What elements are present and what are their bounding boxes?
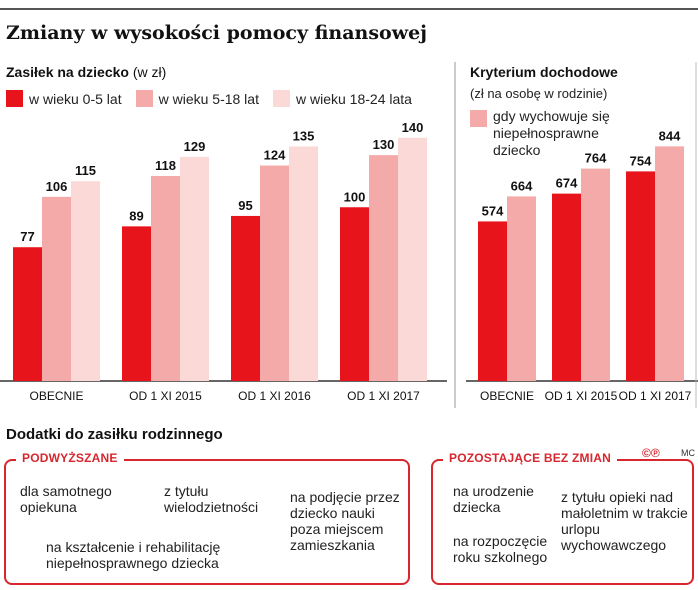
left-category-label-2: OD 1 XI 2016	[238, 389, 311, 403]
right-value-label-2-0: 754	[630, 153, 652, 168]
right-category-label-1: OD 1 XI 2015	[545, 389, 618, 403]
top-divider	[0, 8, 698, 10]
left-bar-0-2	[71, 181, 100, 381]
left-value-label-3-1: 130	[373, 137, 395, 152]
copyright-mark: ©℗	[642, 446, 660, 460]
right-value-label-2-1: 844	[659, 128, 681, 143]
right-category-label-0: OBECNIE	[480, 389, 534, 403]
right-bar-2-0	[626, 171, 655, 381]
left-value-label-2-1: 124	[264, 148, 286, 163]
left-chart-unit: (w zł)	[132, 64, 167, 80]
left-bar-0-0	[13, 247, 42, 381]
right-bar-0-0	[478, 221, 507, 381]
dodatki-title: Dodatki do zasiłku rodzinnego	[6, 426, 223, 443]
left-bar-2-2	[289, 146, 318, 381]
legend-label-disabled-child: gdy wychowuje się niepełnosprawne dzieck…	[493, 108, 610, 158]
left-value-label-2-0: 95	[238, 198, 252, 213]
left-value-label-0-2: 115	[75, 163, 96, 178]
increased-label: PODWYŻSZANE	[16, 451, 124, 465]
item-single-parent: dla samotnego opiekuna	[20, 483, 112, 515]
item-school-start: na rozpoczęcie roku szkolnego	[453, 533, 548, 565]
left-legend: w wieku 0-5 lat w wieku 5-18 lat w wieku…	[6, 90, 412, 107]
left-value-label-1-2: 129	[184, 139, 206, 154]
legend-swatch-pink	[135, 90, 153, 107]
left-bar-1-0	[122, 226, 151, 381]
right-bar-0-1	[507, 196, 536, 381]
right-category-label-2: OD 1 XI 2017	[619, 389, 692, 403]
left-category-label-0: OBECNIE	[29, 389, 83, 403]
right-value-label-0-0: 574	[482, 203, 504, 218]
left-category-label-3: OD 1 XI 2017	[347, 389, 420, 403]
unchanged-label: POZOSTAJĄCE BEZ ZMIAN	[443, 451, 617, 465]
item-parental-leave: z tytułu opieki nad małoletnim w trakcie…	[561, 489, 688, 553]
legend-swatch-disabled-child	[470, 110, 487, 127]
charts-canvas: 77 106 115 OBECNIE 89 118 129 OD 1 XI 2015 95 124…	[0, 62, 698, 408]
right-legend: gdy wychowuje się niepełnosprawne dzieck…	[470, 108, 633, 159]
left-bar-3-1	[369, 155, 398, 381]
right-chart-bars: 574 664 OBECNIE 674 764 OD 1 XI 2015 754 844 OD …	[478, 128, 692, 403]
left-value-label-3-2: 140	[402, 120, 424, 135]
legend-label-5-18: w wieku 5-18 lat	[158, 90, 259, 107]
left-value-label-1-0: 89	[129, 208, 143, 223]
legend-swatch-light-pink	[272, 90, 290, 107]
left-chart-title-text: Zasiłek na dziecko	[6, 64, 129, 80]
left-bar-3-2	[398, 137, 427, 381]
left-value-label-2-2: 135	[293, 128, 315, 143]
left-bar-2-0	[231, 215, 260, 381]
left-bar-3-0	[340, 207, 369, 381]
right-bar-2-1	[655, 146, 684, 381]
left-value-label-3-0: 100	[344, 189, 366, 204]
left-bar-1-1	[151, 175, 180, 381]
right-value-label-1-1: 764	[585, 151, 607, 166]
left-bar-1-2	[180, 156, 209, 381]
right-value-label-0-1: 664	[511, 178, 533, 193]
right-value-label-1-0: 674	[556, 176, 578, 191]
item-large-family: z tytułu wielodzietności	[164, 483, 259, 515]
left-value-label-0-0: 77	[20, 229, 34, 244]
legend-label-18-24: w wieku 18-24 lata	[295, 90, 412, 107]
left-bar-2-1	[260, 165, 289, 381]
left-value-label-0-1: 106	[46, 179, 68, 194]
right-chart-note: (zł na osobę w rodzinie)	[470, 86, 608, 101]
right-chart-title: Kryterium dochodowe	[470, 64, 618, 80]
author-initials: MC	[681, 448, 695, 458]
unchanged-box: POZOSTAJĄCE BEZ ZMIAN na urodzenie dziec…	[431, 451, 694, 585]
left-chart-bars: 77 106 115 OBECNIE 89 118 129 OD 1 XI 2015 95 124…	[13, 120, 427, 403]
legend-label-0-5: w wieku 0-5 lat	[29, 90, 122, 107]
page-title: Zmiany w wysokości pomocy finansowej	[6, 22, 428, 44]
increased-box: PODWYŻSZANE dla samotnego opiekuna z tyt…	[4, 451, 410, 585]
legend-swatch-red	[6, 90, 23, 107]
left-bar-0-1	[42, 196, 71, 381]
item-education-away: na podjęcie przez dziecko nauki poza mie…	[290, 489, 400, 553]
left-chart-title: Zasiłek na dziecko (w zł)	[6, 64, 166, 80]
item-birth: na urodzenie dziecka	[453, 483, 534, 515]
left-category-label-1: OD 1 XI 2015	[129, 389, 202, 403]
left-value-label-1-1: 118	[155, 158, 176, 173]
item-disabled-rehab: na kształcenie i rehabilitację niepełnos…	[46, 539, 221, 571]
right-bar-1-1	[581, 168, 610, 381]
right-bar-1-0	[552, 193, 581, 381]
